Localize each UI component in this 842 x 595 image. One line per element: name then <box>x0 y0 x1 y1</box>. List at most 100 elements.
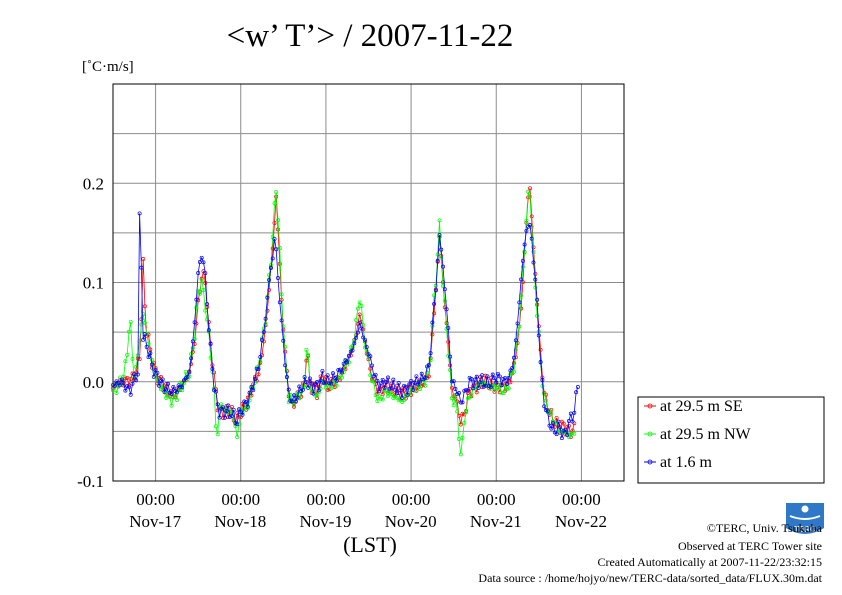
data-point <box>425 370 430 375</box>
data-point <box>492 376 497 381</box>
data-point <box>237 414 241 419</box>
data-point <box>558 425 563 430</box>
data-point <box>476 385 481 390</box>
data-point <box>142 321 147 325</box>
data-point <box>141 312 146 317</box>
data-point <box>150 362 154 367</box>
data-point <box>485 374 490 379</box>
data-point <box>538 347 543 352</box>
data-point <box>515 321 520 326</box>
data-point <box>215 432 220 437</box>
data-point <box>111 388 115 393</box>
data-point <box>295 395 300 400</box>
data-point <box>423 383 428 388</box>
data-point <box>201 260 206 265</box>
data-point <box>270 246 275 251</box>
data-point <box>432 293 437 298</box>
data-point <box>506 376 511 380</box>
data-point <box>118 383 123 388</box>
x-time-label: 00:00 <box>392 490 431 509</box>
data-point <box>295 391 300 396</box>
data-point <box>570 428 575 433</box>
data-point <box>276 276 280 280</box>
data-point <box>327 381 332 386</box>
data-point <box>167 395 172 399</box>
data-point <box>437 233 442 238</box>
data-point <box>474 374 479 379</box>
data-point <box>137 211 142 216</box>
series-line <box>112 191 575 455</box>
data-point <box>160 384 165 389</box>
data-point <box>121 374 126 379</box>
data-point <box>407 382 412 387</box>
x-time-label: 00:00 <box>136 490 175 509</box>
data-point <box>187 369 192 374</box>
data-point <box>345 360 350 365</box>
chart-title: <w’ T’> / 2007-11-22 <box>227 18 514 54</box>
data-point <box>483 373 488 378</box>
data-point <box>386 394 390 399</box>
data-point <box>428 351 433 356</box>
data-point <box>306 352 311 357</box>
data-point <box>412 380 417 385</box>
data-point <box>446 325 451 330</box>
data-point <box>199 255 204 260</box>
data-point <box>350 348 355 353</box>
legend-box <box>637 396 825 484</box>
data-point <box>378 381 383 386</box>
data-point <box>451 403 456 408</box>
data-point <box>535 297 540 302</box>
data-point <box>545 409 550 414</box>
data-point <box>150 358 154 362</box>
data-point <box>323 385 328 390</box>
legend-label: at 29.5 m SE <box>660 398 743 415</box>
data-point <box>277 300 282 305</box>
data-point <box>247 390 252 395</box>
x-tick-labels: 00:00 00:00 00:00 00:00 00:00 00:00 Nov-17 Nov-… <box>129 490 607 531</box>
data-point <box>231 407 236 412</box>
credit-created: Created Automatically at 2007-11-22/23:3… <box>597 555 822 569</box>
data-point <box>318 374 323 379</box>
data-point <box>531 249 536 254</box>
data-point <box>394 395 399 400</box>
data-point <box>279 292 284 297</box>
data-point <box>547 408 552 413</box>
data-point <box>144 344 149 349</box>
legend-swatch-marker <box>647 459 653 465</box>
data-point <box>128 392 133 397</box>
data-point <box>549 426 554 431</box>
data-point <box>185 374 190 379</box>
data-point <box>531 260 536 265</box>
data-point <box>478 380 483 385</box>
data-point <box>389 392 394 397</box>
data-point <box>350 344 355 349</box>
data-point <box>323 380 328 385</box>
data-point <box>256 367 261 372</box>
data-point <box>199 278 204 282</box>
data-point <box>222 415 227 420</box>
data-point <box>556 419 561 424</box>
data-point <box>121 380 126 385</box>
data-point <box>116 380 121 385</box>
data-point <box>467 395 472 400</box>
data-point <box>460 435 465 440</box>
data-point <box>375 378 380 383</box>
data-point <box>174 390 179 395</box>
data-point <box>469 377 474 381</box>
data-point <box>409 378 414 383</box>
data-point <box>520 280 525 285</box>
data-point <box>458 422 463 427</box>
data-point <box>567 419 571 423</box>
data-point <box>494 380 499 385</box>
data-point <box>393 387 398 392</box>
data-point <box>519 306 524 311</box>
data-point <box>439 255 444 260</box>
data-point <box>290 399 295 404</box>
data-point <box>446 339 451 344</box>
data-point <box>272 201 277 206</box>
data-point <box>146 341 151 346</box>
data-point <box>380 397 385 402</box>
data-point <box>542 391 547 396</box>
data-point <box>473 377 477 382</box>
data-point <box>373 393 378 397</box>
